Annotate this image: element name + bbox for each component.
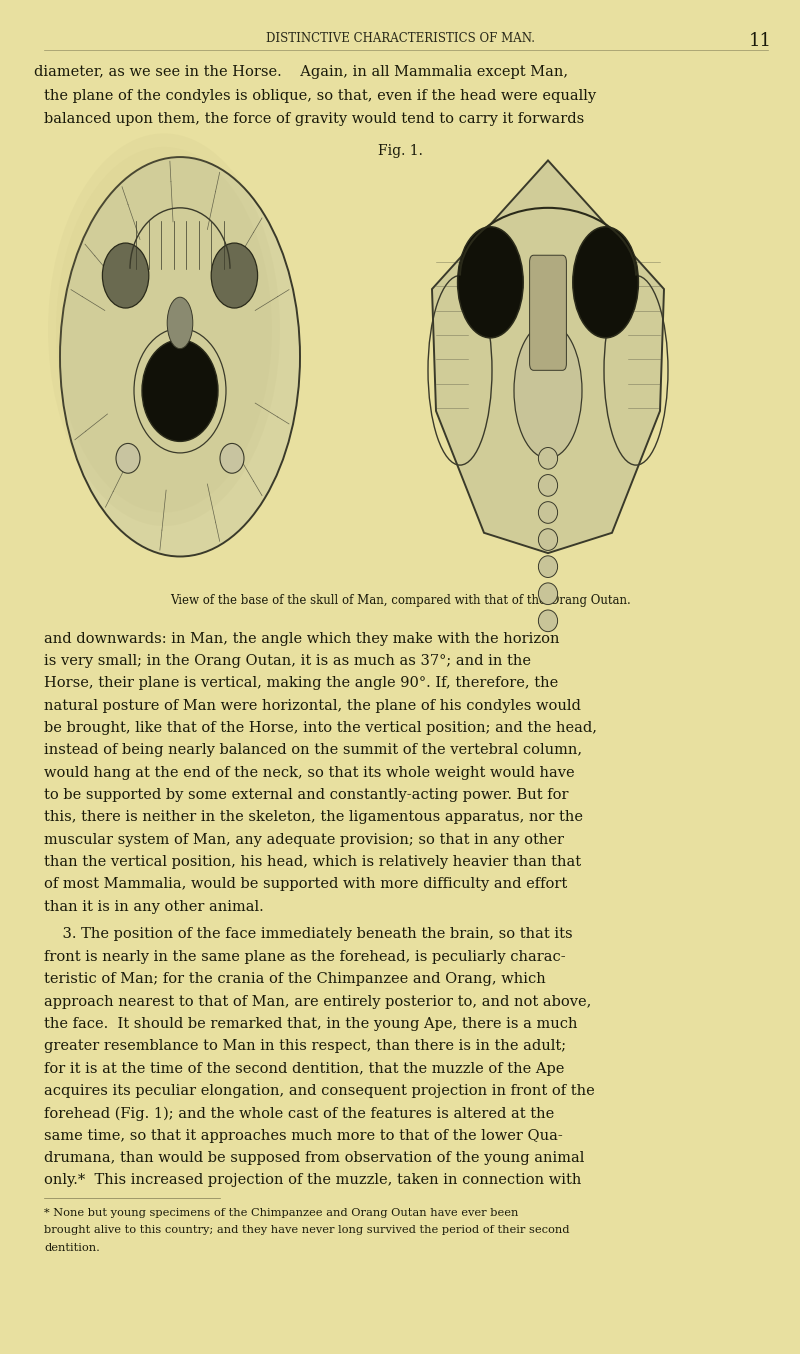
Ellipse shape (538, 555, 558, 577)
Text: natural posture of Man were horizontal, the plane of his condyles would: natural posture of Man were horizontal, … (44, 699, 581, 712)
Ellipse shape (142, 340, 218, 441)
Text: greater resemblance to Man in this respect, than there is in the adult;: greater resemblance to Man in this respe… (44, 1040, 566, 1053)
Ellipse shape (220, 443, 244, 473)
Text: to be supported by some external and constantly-acting power. But for: to be supported by some external and con… (44, 788, 569, 802)
Ellipse shape (538, 528, 558, 550)
Ellipse shape (538, 447, 558, 468)
Ellipse shape (102, 242, 149, 307)
Text: is very small; in the Orang Outan, it is as much as 37°; and in the: is very small; in the Orang Outan, it is… (44, 654, 531, 668)
FancyBboxPatch shape (530, 255, 566, 370)
Text: the face.  It should be remarked that, in the young Ape, there is a much: the face. It should be remarked that, in… (44, 1017, 578, 1030)
Text: teristic of Man; for the crania of the Chimpanzee and Orang, which: teristic of Man; for the crania of the C… (44, 972, 546, 986)
Ellipse shape (514, 322, 582, 458)
Text: DISTINCTIVE CHARACTERISTICS OF MAN.: DISTINCTIVE CHARACTERISTICS OF MAN. (266, 32, 534, 46)
Ellipse shape (538, 474, 558, 496)
Ellipse shape (116, 443, 140, 473)
Text: the plane of the condyles is oblique, so that, even if the head were equally: the plane of the condyles is oblique, so… (44, 88, 596, 103)
Ellipse shape (48, 133, 280, 525)
Ellipse shape (538, 582, 558, 604)
Text: View of the base of the skull of Man, compared with that of the Orang Outan.: View of the base of the skull of Man, co… (170, 593, 630, 607)
Text: diameter, as we see in the Horse.    Again, in all Mammalia except Man,: diameter, as we see in the Horse. Again,… (34, 65, 569, 79)
Text: 3. The position of the face immediately beneath the brain, so that its: 3. The position of the face immediately … (44, 927, 573, 941)
Text: than the vertical position, his head, which is relatively heavier than that: than the vertical position, his head, wh… (44, 856, 581, 869)
Text: of most Mammalia, would be supported with more difficulty and effort: of most Mammalia, would be supported wit… (44, 877, 567, 891)
Text: be brought, like that of the Horse, into the vertical position; and the head,: be brought, like that of the Horse, into… (44, 720, 597, 735)
Ellipse shape (211, 242, 258, 307)
Text: approach nearest to that of Man, are entirely posterior to, and not above,: approach nearest to that of Man, are ent… (44, 994, 591, 1009)
Polygon shape (432, 160, 664, 552)
Ellipse shape (167, 297, 193, 348)
Text: for it is at the time of the second dentition, that the muzzle of the Ape: for it is at the time of the second dent… (44, 1062, 564, 1075)
Ellipse shape (538, 501, 558, 523)
Text: balanced upon them, the force of gravity would tend to carry it forwards: balanced upon them, the force of gravity… (44, 112, 584, 126)
Text: acquires its peculiar elongation, and consequent projection in front of the: acquires its peculiar elongation, and co… (44, 1085, 594, 1098)
Ellipse shape (538, 609, 558, 631)
Text: brought alive to this country; and they have never long survived the period of t: brought alive to this country; and they … (44, 1225, 570, 1235)
Text: only.*  This increased projection of the muzzle, taken in connection with: only.* This increased projection of the … (44, 1174, 582, 1187)
Text: muscular system of Man, any adequate provision; so that in any other: muscular system of Man, any adequate pro… (44, 833, 564, 846)
Text: this, there is neither in the skeleton, the ligamentous apparatus, nor the: this, there is neither in the skeleton, … (44, 810, 583, 825)
Text: front is nearly in the same plane as the forehead, is peculiarly charac-: front is nearly in the same plane as the… (44, 951, 566, 964)
Text: dentition.: dentition. (44, 1243, 100, 1252)
Text: Fig. 1.: Fig. 1. (378, 144, 422, 158)
Ellipse shape (458, 226, 523, 337)
Text: same time, so that it approaches much more to that of the lower Qua-: same time, so that it approaches much mo… (44, 1129, 562, 1143)
Text: drumana, than would be supposed from observation of the young animal: drumana, than would be supposed from obs… (44, 1151, 584, 1164)
Text: would hang at the end of the neck, so that its whole weight would have: would hang at the end of the neck, so th… (44, 765, 574, 780)
Text: instead of being nearly balanced on the summit of the vertebral column,: instead of being nearly balanced on the … (44, 743, 582, 757)
Ellipse shape (56, 146, 272, 512)
Text: Horse, their plane is vertical, making the angle 90°. If, therefore, the: Horse, their plane is vertical, making t… (44, 676, 558, 691)
Text: forehead (Fig. 1); and the whole cast of the features is altered at the: forehead (Fig. 1); and the whole cast of… (44, 1106, 554, 1121)
Ellipse shape (573, 226, 638, 337)
Ellipse shape (60, 157, 300, 556)
Text: * None but young specimens of the Chimpanzee and Orang Outan have ever been: * None but young specimens of the Chimpa… (44, 1208, 518, 1217)
Text: 11: 11 (749, 32, 772, 50)
Text: than it is in any other animal.: than it is in any other animal. (44, 899, 264, 914)
Text: and downwards: in Man, the angle which they make with the horizon: and downwards: in Man, the angle which t… (44, 631, 559, 646)
